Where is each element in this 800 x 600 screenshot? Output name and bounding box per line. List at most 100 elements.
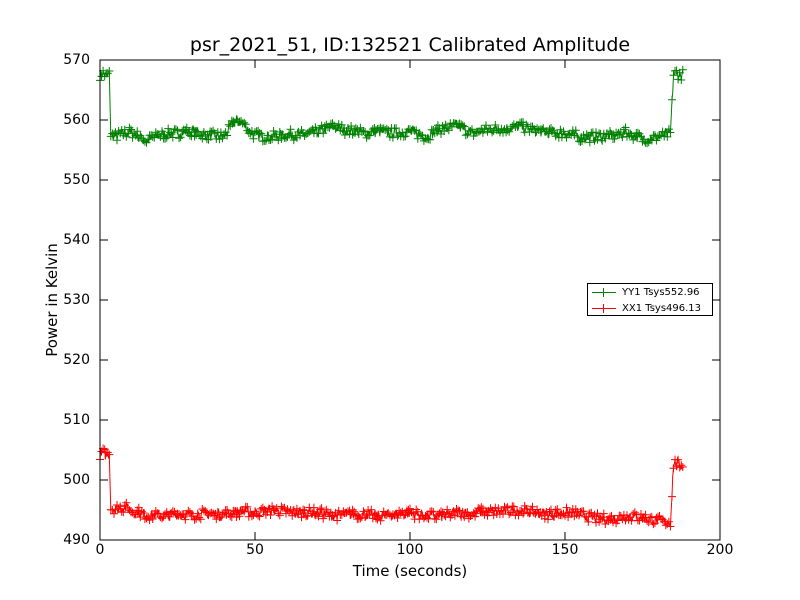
y-tick-label: 500 [63, 472, 90, 488]
data-point-marker [316, 124, 325, 133]
data-point-marker [257, 129, 266, 138]
data-point-marker [226, 122, 235, 131]
data-point-marker [201, 130, 210, 139]
data-point-marker [348, 505, 357, 514]
data-point-marker [209, 509, 218, 518]
data-point-marker [461, 131, 470, 140]
data-point-marker [240, 507, 249, 516]
data-point-marker [443, 505, 452, 514]
data-point-marker [413, 134, 422, 143]
data-point-marker [195, 513, 204, 522]
legend-entry-yy1: YY1 Tsys552.96 [592, 285, 700, 299]
data-point-marker [340, 131, 349, 139]
data-point-marker [621, 123, 630, 132]
data-point-marker [297, 513, 306, 522]
data-point-marker [235, 512, 244, 521]
data-point-marker [643, 517, 652, 526]
data-point-marker [544, 129, 552, 138]
data-point-marker [359, 127, 368, 135]
data-point-marker [423, 513, 431, 522]
data-point-marker [674, 75, 683, 84]
data-point-marker [644, 518, 653, 527]
data-point-marker [666, 522, 675, 531]
data-point-marker [113, 136, 121, 145]
data-point-marker [488, 128, 497, 137]
data-point-marker [266, 136, 275, 144]
x-tick-label: 0 [95, 542, 105, 558]
data-point-marker [649, 520, 658, 529]
data-point-marker [669, 71, 678, 80]
data-point-marker [522, 120, 531, 129]
data-point-marker [619, 125, 628, 134]
data-point-marker [266, 511, 275, 519]
data-point-marker [122, 498, 131, 507]
data-point-marker [641, 510, 650, 519]
y-tick-label: 510 [63, 412, 90, 428]
data-point-marker [491, 121, 500, 129]
data-point-marker [229, 506, 238, 515]
y-tick-label: 560 [63, 112, 90, 128]
data-point-marker [579, 507, 588, 516]
data-point-marker [466, 127, 475, 136]
data-point-marker [263, 131, 272, 140]
data-point-marker [319, 129, 328, 138]
data-point-marker [299, 505, 308, 514]
data-point-marker [300, 506, 309, 515]
data-point-marker [650, 519, 659, 528]
data-point-marker [674, 455, 683, 464]
data-point-marker [319, 514, 328, 523]
data-point-marker [478, 128, 487, 137]
data-point-marker [471, 512, 480, 521]
data-point-marker [406, 504, 414, 513]
data-point-marker [233, 510, 242, 519]
data-point-marker [119, 508, 128, 517]
data-point-marker [314, 512, 323, 521]
data-point-marker [638, 514, 647, 523]
data-point-marker [148, 515, 157, 523]
data-point-marker [148, 132, 157, 141]
data-point-marker [218, 510, 227, 519]
data-point-marker [223, 131, 232, 140]
data-point-marker [576, 137, 585, 146]
data-point-marker [193, 509, 202, 518]
data-point-marker [430, 129, 439, 138]
data-point-marker [182, 123, 191, 132]
data-point-marker [550, 512, 559, 521]
data-point-marker [241, 120, 250, 129]
data-point-marker [666, 128, 675, 137]
data-point-marker [275, 511, 284, 520]
data-point-marker [142, 138, 151, 147]
data-point-marker [553, 505, 562, 514]
data-point-marker [247, 512, 256, 521]
x-tick-label: 100 [396, 542, 424, 558]
data-point-marker [110, 509, 118, 518]
data-point-marker [139, 509, 148, 517]
data-point-marker [171, 125, 180, 134]
data-point-marker [221, 128, 230, 137]
legend-entry-xx1: XX1 Tsys496.13 [592, 301, 701, 315]
data-point-marker [606, 512, 614, 521]
data-point-marker [632, 510, 641, 519]
data-point-marker [376, 516, 385, 525]
series-xx1 [96, 444, 687, 531]
data-point-marker [585, 138, 594, 147]
data-point-marker [255, 129, 264, 138]
data-point-marker [582, 130, 591, 139]
legend-label: XX1 Tsys496.13 [622, 302, 702, 314]
data-point-marker [184, 506, 193, 515]
data-point-marker [337, 120, 346, 129]
data-point-marker [664, 125, 673, 134]
data-point-marker [432, 515, 441, 524]
data-point-marker [435, 509, 444, 518]
data-point-marker [571, 126, 580, 135]
data-point-marker [477, 503, 486, 512]
data-point-marker [678, 463, 687, 471]
data-point-marker [460, 122, 469, 131]
data-point-marker [165, 128, 174, 137]
data-point-marker [472, 509, 481, 518]
data-point-marker [545, 507, 554, 516]
data-point-marker [409, 509, 418, 518]
data-point-marker [677, 461, 686, 470]
data-point-marker [196, 515, 205, 524]
data-point-marker [604, 516, 613, 525]
